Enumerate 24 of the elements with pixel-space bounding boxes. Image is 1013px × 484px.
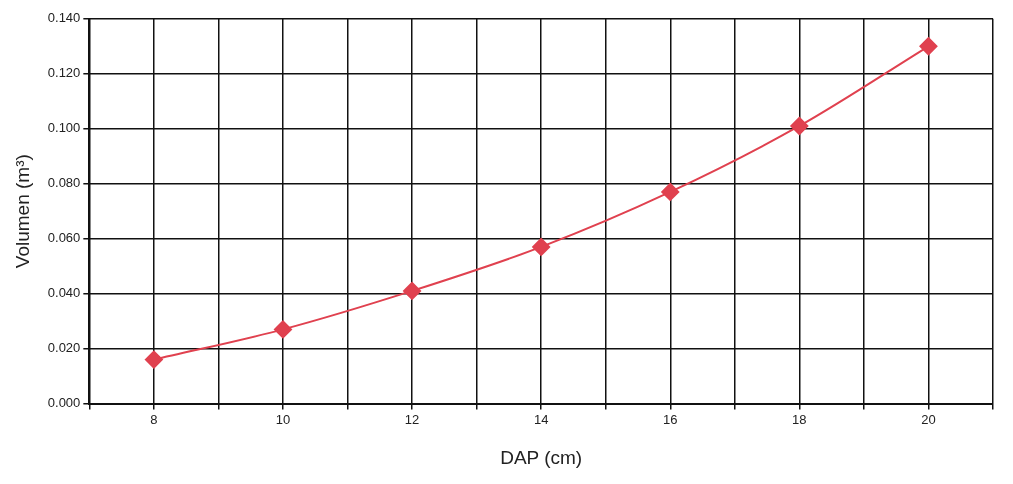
x-tick-label: 14 (533, 411, 549, 427)
y-tick-label: 0.140 (47, 10, 81, 26)
point (403, 281, 422, 300)
point (919, 37, 938, 56)
y-tick-label: 0.040 (47, 285, 81, 301)
point (790, 116, 809, 135)
x-tick-label: 20 (921, 411, 936, 427)
point (144, 350, 163, 369)
x-axis-title: DAP (cm) (500, 446, 583, 468)
y-tick-label: 0.080 (47, 175, 81, 191)
x-tick-label: 12 (404, 411, 420, 427)
y-tick-label: 0.100 (47, 120, 81, 136)
x-tick-label: 8 (150, 411, 158, 427)
x-tick-label: 18 (792, 411, 807, 427)
point (532, 237, 551, 256)
y-axis-title: Volumen (m³) (11, 154, 33, 269)
x-tick-label: 16 (663, 411, 678, 427)
x-tick-label: 10 (275, 411, 291, 427)
point (661, 182, 680, 201)
y-tick-label: 0.000 (47, 395, 81, 411)
y-tick-label: 0.020 (47, 340, 81, 356)
y-tick-label: 0.060 (47, 230, 81, 246)
point (273, 320, 292, 339)
y-tick-label: 0.120 (47, 65, 81, 81)
